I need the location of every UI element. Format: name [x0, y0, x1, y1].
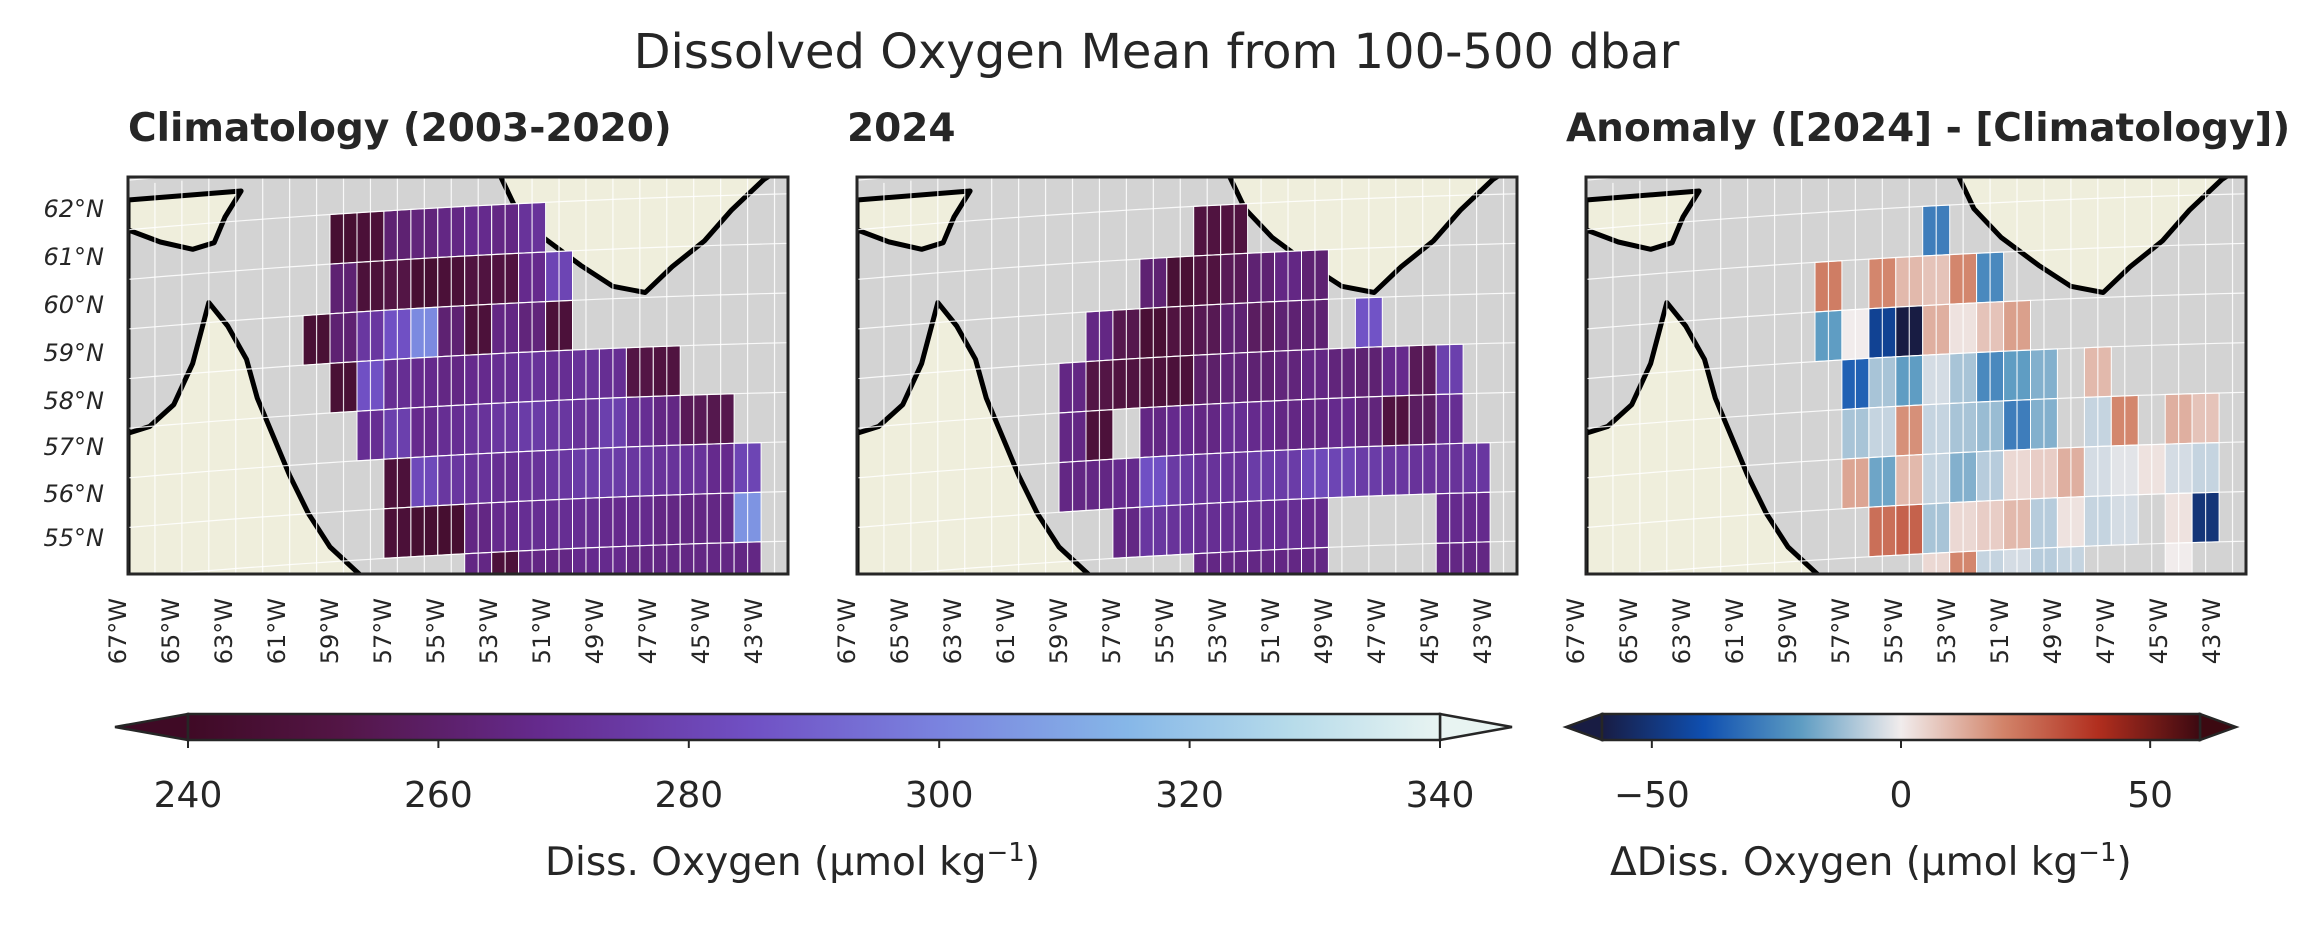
greenland-landmass: [1227, 177, 1502, 295]
labrador-landmass: [1586, 197, 1821, 574]
colorbar-gradient: [1600, 712, 2202, 742]
lat-tick-label: 57°N: [44, 433, 105, 461]
colorbar-tick-label: 300: [905, 775, 974, 816]
colorbar-extend-min: [1562, 712, 1604, 742]
figure-title: Dissolved Oxygen Mean from 100-500 dbar: [633, 24, 1680, 80]
lon-tick-label: 59°W: [1774, 598, 1802, 664]
colorbar-tick-label: 340: [1406, 775, 1475, 816]
lon-tick-label: 43°W: [2198, 598, 2226, 664]
colorbar-tick-label: 320: [1155, 775, 1224, 816]
map-panel-climatology: [126, 175, 790, 576]
colorbar-tick-label: 260: [404, 775, 473, 816]
lon-tick-label: 57°W: [1098, 598, 1126, 664]
map-gridlines: [857, 177, 1517, 574]
map-frame: [1584, 175, 2248, 576]
lon-tick-label: 51°W: [1257, 598, 1285, 664]
colorbar-anomaly-label: ΔDiss. Oxygen (μmol kg−1): [1610, 838, 2132, 885]
lon-tick-label: 51°W: [528, 598, 556, 664]
lon-tick-label: 61°W: [992, 598, 1020, 664]
colorbar-extend-max: [2198, 712, 2240, 742]
lon-tick-label: 53°W: [475, 598, 503, 664]
lon-tick-label: 57°W: [1827, 598, 1855, 664]
colorbar-gradient: [186, 712, 1442, 742]
lon-tick-label: 63°W: [939, 598, 967, 664]
lon-tick-label: 63°W: [1668, 598, 1696, 664]
lon-tick-label: 61°W: [263, 598, 291, 664]
map-gridlines: [1586, 177, 2246, 574]
lon-tick-label: 59°W: [1045, 598, 1073, 664]
lon-tick-label: 51°W: [1986, 598, 2014, 664]
lon-tick-label: 45°W: [2145, 598, 2173, 664]
lon-tick-label: 67°W: [1562, 598, 1590, 664]
lon-tick-label: 65°W: [1615, 598, 1643, 664]
lon-tick-label: 47°W: [2092, 598, 2120, 664]
lon-tick-label: 57°W: [369, 598, 397, 664]
map-panel-anomaly: [1584, 175, 2248, 576]
greenland-landmass: [1956, 177, 2231, 295]
colorbar-extend-min: [114, 712, 190, 742]
lon-tick-label: 59°W: [316, 598, 344, 664]
lon-tick-label: 47°W: [1363, 598, 1391, 664]
labrador-landmass: [857, 197, 1092, 574]
colorbar-tick-label: 280: [654, 775, 723, 816]
lon-tick-label: 53°W: [1204, 598, 1232, 664]
labrador-landmass: [128, 197, 363, 574]
panel-title-anomaly: Anomaly ([2024] - [Climatology]): [1566, 106, 2291, 151]
colorbar-oxygen-label: Diss. Oxygen (μmol kg−1): [545, 838, 1041, 885]
lat-tick-label: 59°N: [44, 339, 105, 367]
lon-tick-label: 55°W: [1151, 598, 1179, 664]
lon-tick-label: 55°W: [422, 598, 450, 664]
lon-tick-label: 55°W: [1880, 598, 1908, 664]
map-gridlines: [128, 177, 788, 574]
lat-tick-label: 58°N: [44, 387, 105, 415]
lat-tick-label: 60°N: [44, 291, 105, 319]
panel-title-climatology: Climatology (2003-2020): [128, 106, 672, 151]
map-frame: [855, 175, 1519, 576]
lat-tick-label: 62°N: [44, 195, 105, 223]
baffin-landmass: [857, 188, 973, 252]
lon-tick-label: 49°W: [581, 598, 609, 664]
lon-tick-label: 49°W: [2039, 598, 2067, 664]
colorbar-tick-label: 0: [1890, 775, 1913, 816]
lon-tick-label: 65°W: [886, 598, 914, 664]
colorbar-tick-label: −50: [1614, 775, 1690, 816]
colorbar-tick-label: 240: [154, 775, 223, 816]
baffin-landmass: [1586, 188, 1702, 252]
lon-tick-label: 43°W: [1469, 598, 1497, 664]
map-panel-2024: [855, 175, 1519, 576]
lon-tick-label: 67°W: [833, 598, 861, 664]
longitude-tick-labels: 67°W 65°W 63°W 61°W 59°W 57°W 55°W 53°W 51°W 49°W…: [104, 598, 2226, 664]
map-frame: [126, 175, 790, 576]
lat-tick-label: 55°N: [44, 524, 105, 552]
lat-tick-label: 56°N: [44, 480, 105, 508]
lon-tick-label: 45°W: [687, 598, 715, 664]
panel-title-2024: 2024: [847, 106, 956, 151]
lon-tick-label: 45°W: [1416, 598, 1444, 664]
baffin-landmass: [128, 188, 244, 252]
lon-tick-label: 47°W: [634, 598, 662, 664]
lon-tick-label: 61°W: [1721, 598, 1749, 664]
lon-tick-label: 43°W: [740, 598, 768, 664]
colorbar-anomaly: −50 0 50: [1562, 712, 2240, 816]
colorbar-extend-max: [1438, 712, 1513, 742]
lat-tick-label: 61°N: [44, 243, 105, 271]
colorbar-tick-label: 50: [2127, 775, 2173, 816]
lon-tick-label: 63°W: [210, 598, 238, 664]
lon-tick-label: 65°W: [157, 598, 185, 664]
lon-tick-label: 49°W: [1310, 598, 1338, 664]
latitude-tick-labels: 62°N 61°N 60°N 59°N 58°N 57°N 56°N 55°N: [44, 195, 105, 552]
lon-tick-label: 67°W: [104, 598, 132, 664]
colorbar-oxygen: 240 260 280 300 320 340: [114, 712, 1513, 816]
lon-tick-label: 53°W: [1933, 598, 1961, 664]
